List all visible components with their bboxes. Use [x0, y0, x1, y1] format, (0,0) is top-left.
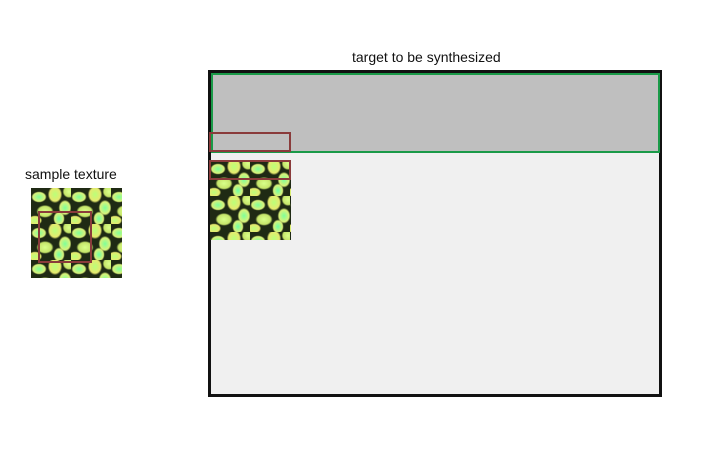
- synthesized-region: [211, 73, 660, 153]
- sample-texture-label: sample texture: [25, 166, 117, 182]
- sample-patch-window: [38, 211, 92, 263]
- overlap-window: [209, 132, 291, 152]
- patch-overlap-window: [209, 160, 291, 180]
- placed-patch: [210, 160, 291, 240]
- target-label: target to be synthesized: [352, 49, 501, 65]
- sample-texture-image: [31, 188, 122, 278]
